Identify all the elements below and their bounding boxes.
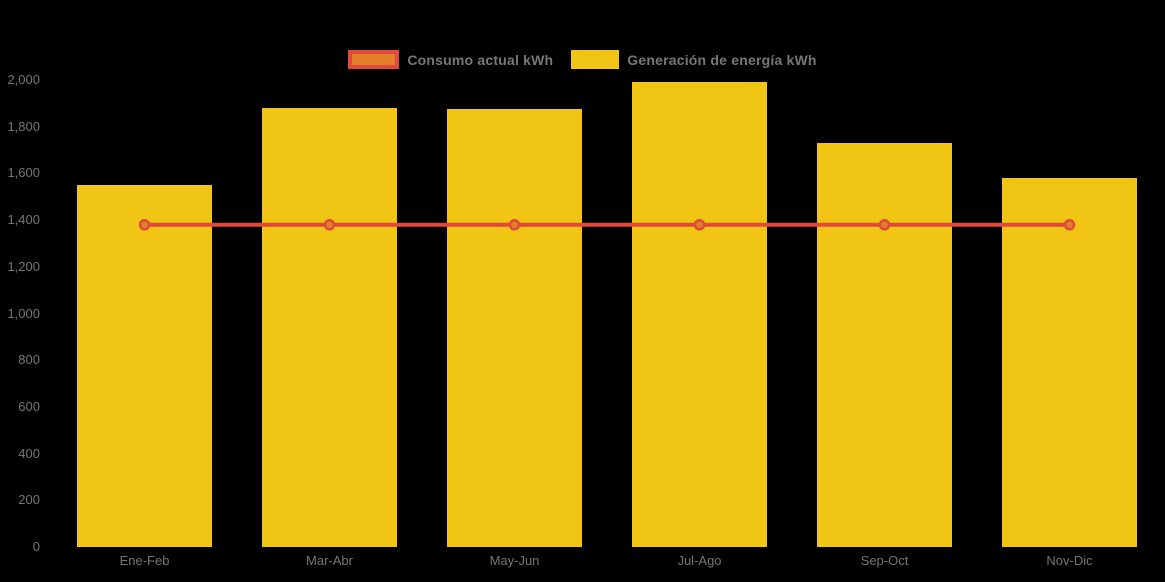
y-axis-label: 200: [18, 492, 40, 508]
legend-label-consumo: Consumo actual kWh: [407, 51, 554, 68]
consumo-line-swatch-icon: [348, 50, 400, 69]
bar-may-jun[interactable]: [447, 109, 582, 547]
chart-legend: Consumo actual kWh Generación de energía…: [0, 50, 1165, 69]
y-axis-label: 2,000: [7, 72, 40, 87]
y-axis-label: 0: [32, 539, 40, 554]
line-marker[interactable]: [323, 219, 336, 231]
bar-mar-abr[interactable]: [262, 108, 397, 547]
y-axis-label: 1,200: [7, 258, 40, 274]
x-axis-label: Jul-Ago: [677, 553, 722, 568]
y-axis-label: 1,400: [7, 212, 40, 228]
bar-jul-ago[interactable]: [632, 82, 767, 547]
bar-nov-dic[interactable]: [1002, 178, 1137, 547]
y-axis-label: 1,000: [7, 305, 40, 321]
line-marker[interactable]: [693, 219, 706, 231]
x-axis-label: Ene-Feb: [119, 553, 170, 568]
legend-label-generacion: Generación de energía kWh: [627, 51, 817, 68]
legend-item-generacion[interactable]: Generación de energía kWh: [571, 50, 816, 69]
y-axis-label: 400: [18, 445, 40, 461]
x-axis-label: May-Jun: [489, 553, 540, 568]
line-marker[interactable]: [138, 219, 151, 231]
generacion-bar-swatch-icon: [571, 50, 620, 69]
y-axis-label: 1,600: [7, 165, 40, 181]
line-marker[interactable]: [878, 219, 891, 231]
legend-item-consumo[interactable]: Consumo actual kWh: [348, 50, 553, 69]
y-axis-label: 600: [18, 398, 40, 414]
x-axis-label: Sep-Oct: [860, 553, 909, 568]
x-axis-label: Mar-Abr: [306, 553, 353, 568]
x-axis-label: Nov-Dic: [1046, 553, 1093, 568]
line-marker[interactable]: [508, 219, 521, 231]
bar-sep-oct[interactable]: [817, 143, 952, 547]
line-marker[interactable]: [1063, 219, 1076, 231]
y-axis-label: 800: [18, 352, 40, 368]
bar-ene-feb[interactable]: [77, 185, 212, 547]
y-axis-label: 1,800: [7, 118, 40, 134]
